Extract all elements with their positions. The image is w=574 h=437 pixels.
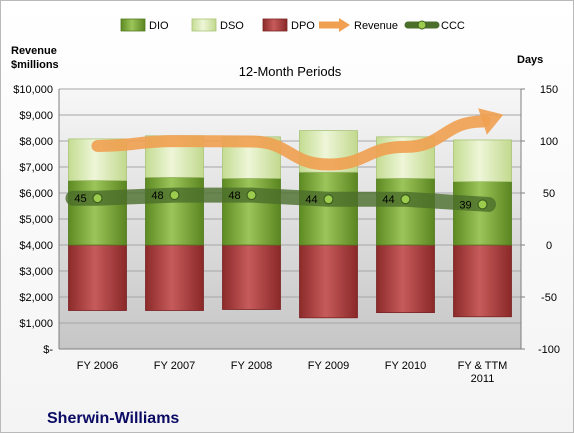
revenue-line: [91, 114, 491, 171]
x-tick-label: FY 2010: [385, 360, 426, 372]
right-tick-label: 150: [540, 84, 558, 96]
x-tick-label: FY & TTM: [458, 360, 508, 372]
ccc-data-label: 39: [459, 199, 471, 211]
legend-label: DIO: [149, 20, 169, 32]
legend-swatch: [262, 18, 288, 32]
right-axis-ticks: -100 -50 0 50 100 150: [521, 84, 560, 356]
left-tick-label: $1,000: [19, 318, 53, 330]
left-tick-label: $5,000: [19, 214, 53, 226]
ccc-data-label: 44: [382, 194, 394, 206]
revenue-arrowhead: [478, 108, 504, 135]
legend-label: DPO: [291, 20, 315, 32]
ccc-point-fy-ttm-2011: [477, 199, 488, 210]
legend-item-dio: DIO: [120, 18, 169, 32]
x-tick-label: FY 2009: [308, 360, 349, 372]
legend-swatch: [191, 18, 217, 32]
ccc-line: [65, 187, 496, 212]
left-tick-label: $2,000: [19, 292, 53, 304]
ccc-point-fy-2008: [246, 189, 257, 201]
bar-dpo-fy-2009: [299, 244, 358, 319]
bar-dpo-fy-2010: [376, 244, 435, 313]
ccc-point-fy-2009: [323, 194, 334, 205]
bar-dpo-fy-2008: [222, 244, 281, 310]
left-tick-label: $9,000: [19, 110, 53, 122]
legend-label: Revenue: [354, 20, 398, 32]
bar-dio-fy-ttm-2011: [453, 181, 512, 246]
y-right-label: Days: [517, 54, 543, 66]
legend-item-dpo: DPO: [262, 18, 315, 32]
right-tick-label: 100: [540, 136, 558, 148]
bar-dio-fy-2009: [299, 171, 358, 246]
ccc-data-label: 45: [74, 193, 86, 205]
legend-item-revenue: Revenue: [319, 18, 398, 32]
bar-dpo-fy-ttm-2011: [453, 244, 512, 318]
right-tick-label: -50: [541, 292, 557, 304]
legend-swatch: [120, 18, 146, 32]
ccc-point-fy-2010: [400, 194, 411, 205]
x-axis-labels: FY 2006 FY 2007 FY 2008 FY 2009 FY 2010 FY & …: [77, 360, 508, 385]
legend-label: DSO: [220, 20, 244, 32]
right-tick-label: -100: [538, 344, 560, 356]
legend-swatch-arrowhead: [339, 18, 350, 32]
bar-dio-fy-2010: [376, 178, 435, 246]
x-tick-label: FY 2008: [231, 360, 272, 372]
left-tick-label: $4,000: [19, 240, 53, 252]
y-left-label: Revenue: [11, 45, 57, 57]
left-tick-label: $6,000: [19, 188, 53, 200]
legend-marker: [417, 20, 427, 30]
ccc-point-fy-2006: [92, 193, 103, 204]
legend-item-dso: DSO: [191, 18, 244, 32]
ccc-data-label: 44: [305, 194, 317, 206]
bar-dso-fy-ttm-2011: [453, 139, 512, 182]
bar-dpo-fy-2006: [68, 244, 127, 311]
left-tick-label: $7,000: [19, 162, 53, 174]
ccc-point-fy-2007: [169, 189, 180, 201]
legend-label: CCC: [441, 20, 465, 32]
left-tick-label: $-: [43, 344, 53, 356]
chart-title: 12-Month Periods: [239, 64, 342, 79]
left-tick-label: $10,000: [13, 84, 53, 96]
right-tick-label: 0: [546, 240, 552, 252]
company-name: Sherwin-Williams: [47, 410, 179, 427]
right-tick-label: 50: [543, 188, 555, 200]
x-tick-label: FY 2007: [154, 360, 195, 372]
x-tick-label: 2011: [471, 373, 495, 385]
bar-dio-fy-2007: [145, 176, 204, 246]
left-tick-label: $8,000: [19, 136, 53, 148]
x-tick-label: FY 2006: [77, 360, 118, 372]
y-left-label: $millions: [11, 59, 59, 71]
legend: DIO DSO DPO Revenue CCC: [120, 18, 465, 32]
bar-dpo-fy-2007: [145, 244, 204, 311]
ccc-data-label: 48: [151, 190, 163, 202]
left-axis-ticks: $- $1,000 $2,000 $3,000 $4,000 $5,000 $6,000 $7…: [13, 84, 53, 356]
left-tick-label: $3,000: [19, 266, 53, 278]
legend-item-ccc: CCC: [404, 20, 465, 32]
ccc-markers: 45 48 48 44 44 39: [74, 189, 488, 211]
ccc-data-label: 48: [228, 190, 240, 202]
